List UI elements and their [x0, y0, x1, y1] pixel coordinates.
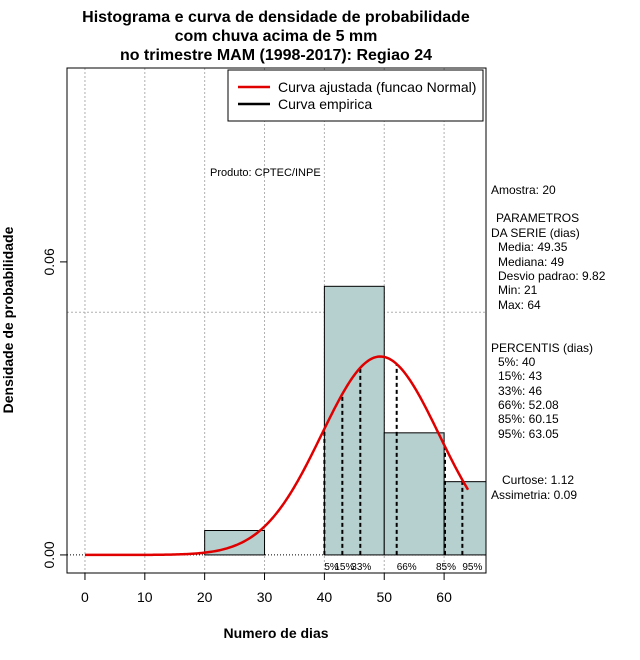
stat-desvio: Desvio padrao: 9.82: [498, 269, 606, 283]
stat-p85: 85%: 60.15: [498, 412, 559, 426]
stat-curtose: Curtose: 1.12: [502, 473, 574, 487]
stat-p95: 95%: 63.05: [498, 427, 559, 441]
stat-mediana: Mediana: 49: [498, 255, 564, 269]
stat-min: Min: 21: [498, 283, 538, 297]
x-tick-label-50: 50: [376, 589, 392, 605]
y-axis-title: Densidade de probabilidade: [0, 226, 16, 413]
y-axis: 0.00 0.06: [41, 248, 67, 569]
stat-sample: Amostra: 20: [491, 183, 556, 197]
legend-box: [227, 69, 484, 122]
histogram-bar-4: [443, 481, 487, 556]
x-tick-label-30: 30: [257, 589, 273, 605]
percentile-lines-layer: 5%15%33% 66% 85% 95%: [323, 364, 482, 573]
x-tick-label-40: 40: [317, 589, 333, 605]
stat-media: Media: 49.35: [498, 240, 568, 254]
percentile-label-5: 95%: [462, 562, 482, 573]
y-tick-label-1: 0.06: [41, 248, 57, 275]
stat-assimetria: Assimetria: 0.09: [491, 488, 577, 502]
curve-layer: [84, 355, 470, 557]
x-tick-label-20: 20: [197, 589, 213, 605]
histogram-bar-3: [383, 432, 445, 556]
x-tick-label-10: 10: [137, 589, 153, 605]
percentile-label-4: 85%: [436, 562, 456, 573]
percentile-label-2: 33%: [351, 562, 371, 573]
bars-layer: [204, 285, 487, 556]
stat-max: Max: 64: [498, 298, 541, 312]
legend-label-fitted: Curva ajustada (funcao Normal): [278, 79, 476, 95]
stats-panel: Amostra: 20 PARAMETROS DA SERIE (dias) M…: [491, 183, 606, 502]
histogram-bar-2: [323, 285, 385, 556]
percentile-label-1: 15%: [334, 562, 354, 573]
y-tick-label-0: 0.00: [41, 541, 57, 568]
x-tick-label-0: 0: [81, 589, 89, 605]
fitted-normal-curve: [84, 355, 470, 557]
stat-p5: 5%: 40: [498, 355, 536, 369]
x-tick-label-60: 60: [436, 589, 452, 605]
stat-p33: 33%: 46: [498, 384, 542, 398]
x-axis: 0 10 20 30 40 50 60: [81, 572, 452, 605]
stat-p66: 66%: 52.08: [498, 398, 559, 412]
percentile-label-3: 66%: [397, 562, 417, 573]
x-axis-title: Numero de dias: [223, 625, 328, 641]
product-annotation: Produto: CPTEC/INPE: [210, 167, 321, 179]
percentile-label-0: 5%: [324, 562, 339, 573]
chart-title-line-1: Histograma e curva de densidade de proba…: [82, 9, 470, 26]
chart-title-line-3: no trimestre MAM (1998-2017): Regiao 24: [120, 47, 432, 64]
chart-title-line-2: com chuva acima de 5 mm: [175, 28, 378, 45]
legend: Curva ajustada (funcao Normal) Curva emp…: [227, 69, 484, 122]
stat-percentis-title: PERCENTIS (dias): [491, 341, 593, 355]
stat-params-title-1: PARAMETROS: [496, 211, 579, 225]
stat-params-title-2: DA SERIE (dias): [491, 226, 580, 240]
stat-p15: 15%: 43: [498, 369, 542, 383]
legend-label-empirical: Curva empirica: [278, 96, 372, 112]
